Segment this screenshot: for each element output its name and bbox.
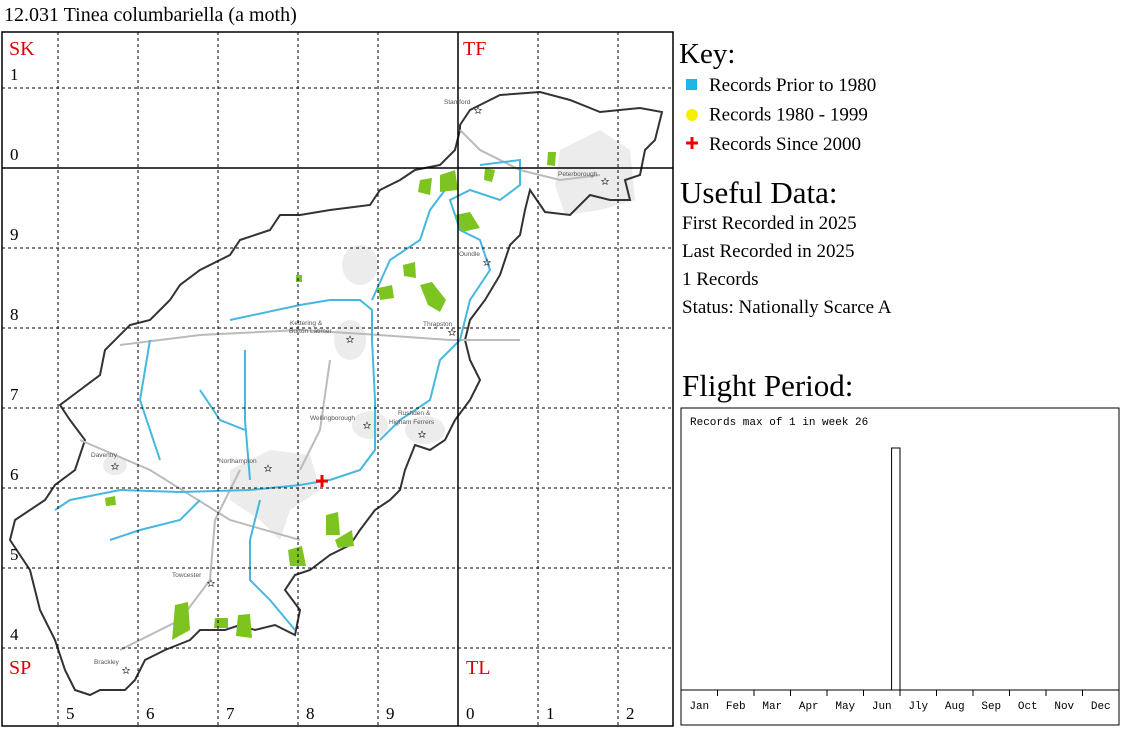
column-label: 0 xyxy=(466,704,475,723)
month-label: Aug xyxy=(945,701,965,713)
month-label: Sep xyxy=(981,701,1001,713)
month-label: Jan xyxy=(689,701,709,713)
row-label: 1 xyxy=(10,65,19,84)
town-star xyxy=(206,579,216,588)
month-label: Mar xyxy=(762,701,782,713)
town-label: Thrapston xyxy=(423,321,453,328)
town-star xyxy=(417,430,427,439)
month-label: Nov xyxy=(1054,701,1074,713)
month-label: Dec xyxy=(1091,701,1111,713)
rivers xyxy=(54,158,521,631)
flight-period-title: Flight Period: xyxy=(682,368,853,403)
row-label: 7 xyxy=(10,385,19,404)
town-star xyxy=(110,462,120,471)
key: Key: Records Prior to 1980 Records 1980 -… xyxy=(679,38,876,155)
useful-data-line: First Recorded in 2025 xyxy=(682,213,857,234)
useful-data-line: Status: Nationally Scarce A xyxy=(682,297,892,318)
town-label: Burton Latimer xyxy=(289,328,332,335)
town-star xyxy=(362,421,372,430)
grid-square-label: TL xyxy=(466,657,490,679)
column-label: 8 xyxy=(306,704,315,723)
column-label: 5 xyxy=(66,704,75,723)
chart-caption: Records max of 1 in week 26 xyxy=(690,417,868,429)
os-grid xyxy=(2,32,673,726)
grid-square-label: TF xyxy=(463,38,486,60)
key-item: Records Since 2000 xyxy=(709,134,861,155)
key-icon xyxy=(686,137,698,149)
page-title: 12.031 Tinea columbariella (a moth) xyxy=(4,4,297,26)
month-label: Feb xyxy=(726,701,746,713)
town-label: Brackley xyxy=(94,659,120,666)
column-label: 7 xyxy=(226,704,235,723)
month-label: Jly xyxy=(908,701,928,713)
grid-square-label: SP xyxy=(9,657,31,679)
month-label: Apr xyxy=(799,701,819,713)
woodland xyxy=(105,152,556,640)
town-star xyxy=(600,177,610,186)
flight-chart: Records max of 1 in week 26 Jan Feb Mar Apr… xyxy=(680,407,1120,726)
map-background xyxy=(2,32,673,726)
useful-data-line: Last Recorded in 2025 xyxy=(682,241,855,262)
key-icon xyxy=(686,79,697,90)
flight-bar xyxy=(891,447,901,691)
town-label: Towcester xyxy=(172,572,202,579)
month-label: May xyxy=(835,701,855,713)
town-star xyxy=(482,258,492,267)
town-star xyxy=(345,335,355,344)
town-star xyxy=(121,666,131,675)
column-label: 1 xyxy=(546,704,555,723)
row-label: 4 xyxy=(10,625,19,644)
key-icon xyxy=(686,109,698,121)
town-label: Kettering & xyxy=(290,320,323,327)
row-label: 5 xyxy=(10,545,19,564)
key-item: Records 1980 - 1999 xyxy=(709,105,868,126)
town-star xyxy=(447,328,457,337)
column-label: 6 xyxy=(146,704,155,723)
record-marker xyxy=(316,475,328,487)
column-label: 2 xyxy=(626,704,635,723)
useful-data-title: Useful Data: xyxy=(680,175,838,210)
month-label: Jun xyxy=(872,701,892,713)
town-star xyxy=(263,464,273,473)
town-label: Rushden & xyxy=(398,410,431,417)
town-label: Northampton xyxy=(219,458,257,465)
key-title: Key: xyxy=(679,38,735,70)
useful-data-line: 1 Records xyxy=(682,269,759,290)
town-label: Daventry xyxy=(91,452,118,459)
key-item: Records Prior to 1980 xyxy=(709,75,876,96)
town-star xyxy=(473,106,483,115)
town-label: Higham Ferrers xyxy=(389,419,435,426)
town-label: Stamford xyxy=(444,99,471,106)
town-label: Wellingborough xyxy=(310,415,355,422)
row-label: 0 xyxy=(10,145,19,164)
grid-square-label: SK xyxy=(9,38,35,60)
row-label: 6 xyxy=(10,465,19,484)
town-label: Peterborough xyxy=(558,171,598,178)
row-label: 9 xyxy=(10,225,19,244)
town-label: Oundle xyxy=(459,251,480,258)
month-label: Oct xyxy=(1018,701,1038,713)
row-label: 8 xyxy=(10,305,19,324)
column-label: 9 xyxy=(386,704,395,723)
county-boundary xyxy=(8,90,664,697)
map-frame xyxy=(1,31,674,727)
